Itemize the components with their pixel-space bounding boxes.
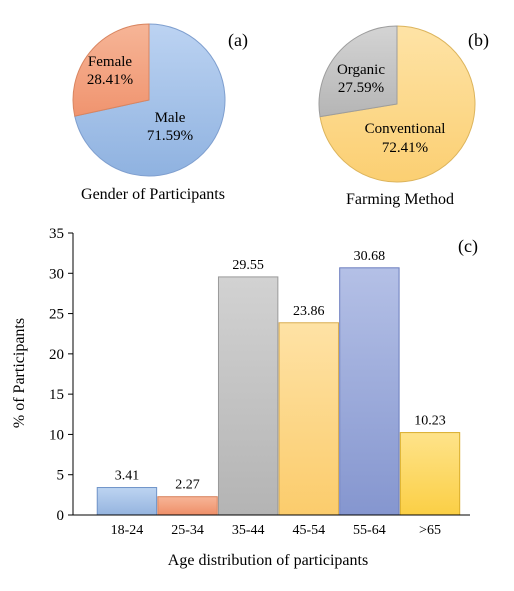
bars: 3.41 18-24 2.27 25-34 29.55 35-44 23.86 45-54 30… [96, 249, 461, 538]
bar-4554 [278, 322, 339, 516]
pie-farming: Organic 27.59% Conventional 72.41% (b) F… [318, 25, 489, 208]
pie-label-organic: Organic [337, 62, 385, 78]
bar-chart-age: 0 5 10 15 20 25 30 35 3.41 18-24 2.27 25-34 29.55 35… [11, 226, 478, 569]
y-axis-title: % of Participants [11, 318, 28, 428]
y-tick-label: 0 [57, 508, 65, 524]
bar-5564 [339, 267, 400, 516]
bar-value-label: 30.68 [354, 249, 386, 264]
bar-1824 [96, 487, 158, 516]
x-tick-label: 25-34 [171, 523, 204, 538]
pie-label-conventional: Conventional [365, 121, 446, 137]
pie-slice-male [74, 23, 226, 177]
panel-label-c: (c) [458, 236, 478, 257]
x-tick-label: 35-44 [232, 523, 265, 538]
bar-65 [399, 432, 461, 516]
pie-pct-conventional: 72.41% [382, 140, 428, 156]
bar-value-label: 10.23 [414, 414, 446, 429]
pie-title-gender: Gender of Participants [81, 186, 225, 203]
pie-gender: Female 28.41% Male 71.59% (a) Gender of … [72, 23, 248, 203]
panel-label-b: (b) [468, 30, 489, 51]
bar-value-label: 29.55 [232, 258, 264, 273]
pie-pct-male: 71.59% [147, 128, 193, 144]
pie-pct-female: 28.41% [87, 72, 133, 88]
pie-label-male: Male [155, 110, 186, 126]
y-tick-label: 5 [57, 468, 65, 484]
bar-value-label: 23.86 [293, 304, 325, 319]
y-tick-label: 20 [49, 347, 64, 363]
y-axis-ticks: 0 5 10 15 20 25 30 35 [49, 226, 73, 524]
y-tick-label: 25 [49, 307, 64, 323]
panel-label-a: (a) [228, 30, 248, 51]
x-tick-label: 18-24 [111, 523, 144, 538]
pie-pct-organic: 27.59% [338, 80, 384, 96]
bar-value-label: 2.27 [175, 478, 200, 493]
pie-slice-organic [318, 25, 398, 118]
bar-value-label: 3.41 [115, 469, 140, 484]
y-tick-label: 35 [49, 226, 64, 242]
y-tick-label: 30 [49, 266, 64, 282]
y-tick-label: 15 [49, 387, 64, 403]
pie-title-farming: Farming Method [346, 191, 454, 208]
bar-3544 [217, 276, 279, 516]
bar-2534 [157, 496, 218, 516]
x-tick-label: 45-54 [292, 523, 325, 538]
pie-label-female: Female [88, 54, 132, 70]
x-axis-title: Age distribution of participants [168, 552, 368, 569]
pie-slice-female [72, 23, 150, 117]
x-tick-label: 55-64 [353, 523, 386, 538]
pie-slice-conventional [319, 25, 476, 183]
y-tick-label: 10 [49, 427, 64, 443]
x-tick-label: >65 [419, 523, 441, 538]
